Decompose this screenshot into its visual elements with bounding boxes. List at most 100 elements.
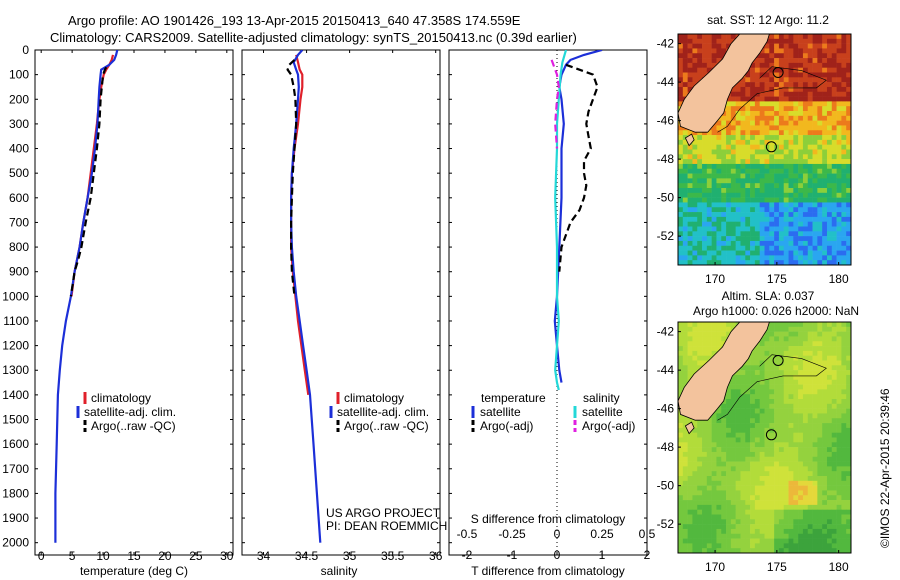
map-cell — [817, 67, 823, 73]
depth-tick-label: 1000 — [2, 289, 29, 303]
map-cell — [831, 442, 837, 448]
map-cell — [740, 197, 746, 203]
map-cell — [798, 188, 804, 194]
map-cell — [764, 226, 770, 232]
map-cell — [750, 427, 756, 433]
map-cell — [836, 58, 842, 64]
map-cell — [807, 159, 813, 165]
map-cell — [711, 188, 717, 194]
map-cell — [846, 394, 851, 400]
map-cell — [826, 322, 833, 328]
map-cell — [735, 466, 741, 472]
map-cell — [706, 490, 712, 496]
map-cell — [812, 384, 818, 390]
map-cell — [841, 456, 847, 462]
map-cell — [682, 528, 688, 535]
map-cell — [788, 149, 794, 155]
map-cell — [759, 67, 765, 73]
map-cell — [798, 509, 804, 515]
map-cell — [711, 495, 717, 501]
map-cell — [735, 130, 741, 136]
map-cell — [687, 178, 693, 184]
map-cell — [774, 447, 780, 453]
map-cell — [822, 461, 828, 467]
map-cell — [692, 538, 698, 544]
map-cell — [692, 135, 698, 141]
map-cell — [778, 466, 785, 472]
map-cell — [730, 236, 736, 242]
map-cell — [783, 240, 789, 247]
map-cell — [754, 135, 760, 141]
map-cell — [826, 389, 833, 395]
map-cell — [759, 62, 765, 68]
map-cell — [783, 548, 789, 553]
map-cell — [759, 374, 765, 381]
map-cell — [702, 43, 708, 49]
map-cell — [754, 370, 760, 376]
map-cell — [802, 34, 809, 40]
map-cell — [778, 514, 785, 520]
map-cell — [682, 466, 688, 472]
map-cell — [682, 451, 688, 458]
map-cell — [754, 216, 760, 222]
map-cell — [774, 62, 780, 68]
map-cell — [726, 519, 732, 525]
map-cell — [692, 480, 698, 486]
map-cell — [807, 447, 813, 453]
map-cell — [812, 130, 818, 136]
map-cell — [730, 524, 736, 530]
map-cell — [783, 355, 789, 361]
map-cell — [764, 48, 770, 54]
map-cell — [730, 466, 736, 472]
map-cell — [764, 115, 770, 121]
map-cell — [769, 236, 775, 242]
map-cell — [817, 408, 823, 414]
map-cell — [826, 495, 833, 501]
map-cell — [826, 236, 833, 242]
map-cell — [706, 514, 712, 520]
map-cell — [740, 212, 746, 218]
map-cell — [778, 389, 785, 395]
map-cell — [817, 130, 823, 136]
map-cell — [826, 548, 833, 553]
map-cell — [759, 341, 765, 347]
map-cell — [682, 538, 688, 544]
map-cell — [726, 427, 732, 433]
map-cell — [735, 514, 741, 520]
map-cell — [754, 379, 760, 385]
map-cell — [702, 250, 708, 256]
map-cell — [846, 43, 851, 49]
map-cell — [706, 250, 712, 256]
map-cell — [759, 427, 765, 433]
map-cell — [711, 240, 717, 247]
map-cell — [802, 543, 809, 549]
map-cell — [788, 495, 794, 501]
map-cell — [726, 451, 732, 458]
map-cell — [682, 221, 688, 227]
map-y-tick-label: -42 — [657, 325, 675, 339]
map-cell — [817, 139, 823, 145]
map-cell — [687, 331, 693, 337]
map-cell — [841, 183, 847, 189]
map-cell — [745, 106, 751, 112]
map-cell — [788, 245, 794, 251]
map-cell — [750, 72, 756, 78]
map-cell — [711, 322, 717, 328]
map-cell — [745, 130, 751, 136]
map-cell — [726, 163, 732, 170]
map-cell — [769, 154, 775, 160]
map-cell — [702, 485, 708, 491]
map-cell — [836, 192, 842, 198]
map-cell — [678, 86, 684, 93]
map-cell — [730, 504, 736, 510]
map-cell — [841, 82, 847, 88]
map-cell — [730, 427, 736, 433]
map-cell — [745, 461, 751, 467]
map-cell — [706, 216, 712, 222]
map-cell — [783, 408, 789, 414]
map-cell — [716, 538, 722, 544]
map-cell — [730, 528, 736, 535]
map-cell — [750, 399, 756, 405]
map-cell — [798, 519, 804, 525]
map-cell — [730, 168, 736, 174]
